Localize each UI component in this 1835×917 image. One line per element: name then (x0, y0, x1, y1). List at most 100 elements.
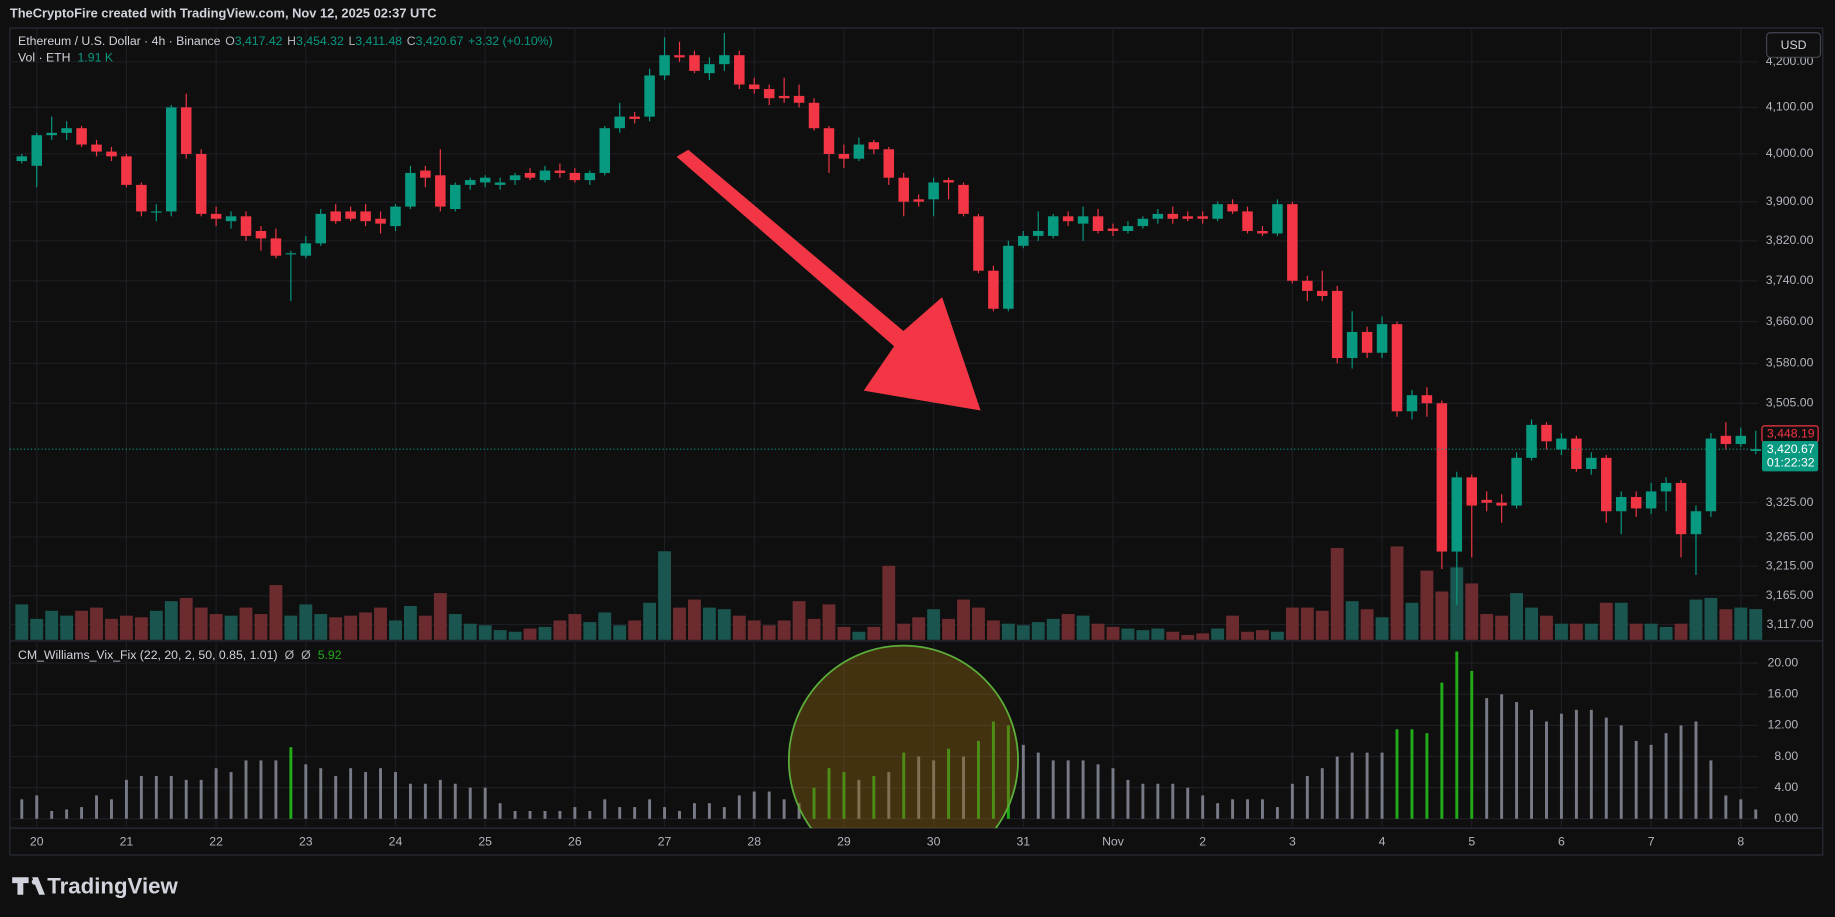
candle-body (1720, 435, 1732, 445)
volume-bar (1465, 583, 1479, 640)
indicator-bar (1290, 783, 1294, 819)
candle-body (1331, 290, 1343, 359)
candle-body (1287, 204, 1298, 281)
candle-body (778, 95, 790, 99)
currency[interactable]: USD (1781, 38, 1807, 52)
volume-bar (852, 631, 866, 640)
volume-bar (45, 610, 59, 640)
volume-bar (1315, 610, 1329, 640)
indicator-bar (438, 779, 442, 819)
indicator-bar (468, 787, 472, 819)
candle-body (868, 142, 880, 150)
volume-bar (1525, 607, 1538, 640)
indicator-bar (244, 760, 248, 819)
candle-body (853, 144, 865, 159)
volume-bar (1495, 615, 1509, 640)
candle-body (689, 55, 700, 71)
volume-bar (1001, 623, 1015, 640)
y-tick-label: 3,165.00 (1766, 588, 1814, 602)
indicator-value: 5.92 (318, 648, 342, 662)
volume-bar (1734, 607, 1748, 640)
x-tick-label: 28 (747, 834, 761, 848)
y-tick-label: 3,900.00 (1766, 194, 1814, 208)
indicator-bar (887, 772, 891, 819)
candle-body (1092, 216, 1104, 231)
indicator-bar (543, 810, 547, 819)
candle-body (494, 182, 506, 185)
indicator-bar (453, 783, 457, 819)
candle-body (46, 132, 57, 136)
indicator-bar (991, 721, 995, 819)
indicator-bar (558, 810, 562, 819)
indicator-bar (618, 807, 622, 819)
y-tick-label: 3,117.00 (1767, 617, 1814, 631)
candle-body (1003, 245, 1014, 309)
volume-bar (1749, 609, 1763, 640)
candle-body (435, 175, 446, 207)
indicator-bar (962, 756, 965, 819)
candle-body (1152, 213, 1164, 219)
indicator-bar (678, 810, 681, 819)
candle-body (1077, 216, 1089, 224)
volume-bar (598, 612, 612, 640)
volume-bar (1211, 628, 1225, 640)
volume-bar (1345, 601, 1359, 640)
legend-line: Ethereum / U.S. Dollar · 4h · Binance O3,… (18, 34, 553, 48)
indicator-bar (110, 799, 113, 819)
indicator-legend: CM_Williams_Vix_Fix (22, 20, 2, 50, 0.85… (18, 648, 342, 662)
volume-legend: Vol · ETH 1.91 K (18, 51, 114, 65)
volume-bar (882, 565, 896, 640)
volume-bar (1435, 591, 1449, 640)
candle-body (943, 180, 954, 183)
candle-body (599, 128, 611, 173)
candle-body (121, 156, 132, 185)
volume-bar (673, 607, 686, 640)
indicator-bar (1081, 760, 1085, 819)
volume-bar (1121, 628, 1135, 640)
currency-button[interactable] (1766, 32, 1822, 58)
volume-bar (897, 623, 911, 640)
volume-bar (1674, 623, 1688, 640)
indicator-bar (872, 775, 876, 819)
candle-body (315, 213, 327, 244)
volume-bar (1330, 548, 1344, 640)
y-tick-label: 3,580.00 (1766, 356, 1814, 370)
indicator-bar (1126, 779, 1130, 819)
x-tick-label: 2 (1199, 834, 1206, 848)
indicator-bar (139, 775, 143, 819)
indicator-bar (737, 795, 741, 819)
candle-body (898, 177, 909, 202)
candle-body (91, 144, 102, 152)
volume-bar (1091, 623, 1105, 640)
candle-body (1406, 395, 1418, 412)
indicator-bar (1036, 752, 1040, 819)
candle-body (509, 175, 521, 181)
indicator-bar (633, 807, 637, 819)
y-tick-label: 20.00 (1768, 655, 1799, 669)
volume-bar (30, 618, 44, 640)
indicator-bar (184, 779, 188, 819)
brand-logo (12, 877, 45, 895)
candle-body (1660, 482, 1672, 492)
volume-bar (463, 623, 477, 640)
volume-bar (807, 618, 821, 640)
volume-bar (523, 628, 537, 640)
candle-body (390, 206, 401, 227)
indicator-bar (1589, 709, 1593, 819)
candle-body (16, 156, 28, 162)
volume-bar (224, 615, 238, 640)
x-tick-label: Nov (1102, 834, 1125, 848)
indicator-bar (1754, 809, 1758, 819)
indicator-bar (1664, 733, 1668, 819)
candle-body (1571, 438, 1582, 469)
candle-body (61, 128, 72, 133)
x-tick-label: 21 (120, 834, 134, 848)
brand: TradingView (47, 874, 178, 899)
volume-bar (1196, 633, 1210, 640)
indicator-bar (1186, 787, 1190, 819)
volume-bar (105, 618, 118, 640)
indicator-bar (1485, 698, 1489, 819)
candle-body (1062, 216, 1074, 222)
y-tick-label: 8.00 (1774, 749, 1798, 763)
candle-body (1032, 230, 1044, 236)
